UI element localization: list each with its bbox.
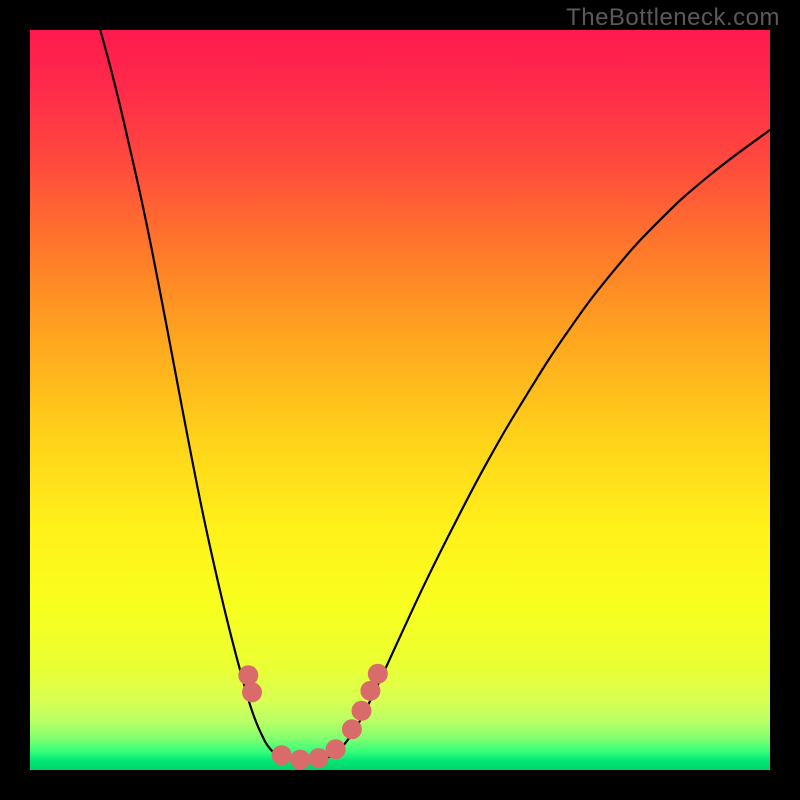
marker-dot <box>368 664 388 684</box>
marker-dot <box>352 701 372 721</box>
gradient-background <box>30 30 770 770</box>
chart-plot-area <box>30 30 770 770</box>
marker-dot <box>309 748 329 768</box>
marker-dot <box>238 665 258 685</box>
chart-svg <box>30 30 770 770</box>
marker-dot <box>272 745 292 765</box>
marker-dot <box>360 681 380 701</box>
marker-dot <box>326 739 346 759</box>
watermark-text: TheBottleneck.com <box>566 4 780 32</box>
marker-dot <box>290 750 310 770</box>
marker-dot <box>242 682 262 702</box>
marker-dot <box>342 719 362 739</box>
